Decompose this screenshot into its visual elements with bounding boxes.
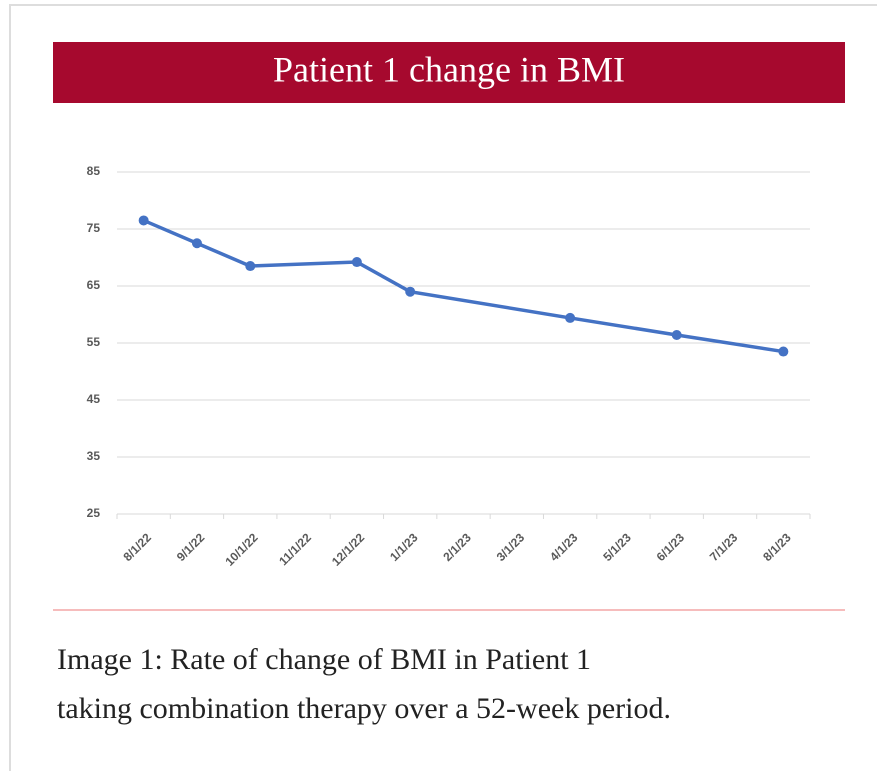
- data-line: [142, 218, 784, 354]
- x-tick-label: 6/1/23: [654, 530, 688, 564]
- x-tick-label: 8/1/22: [121, 530, 155, 564]
- data-point: [351, 257, 362, 268]
- y-tick-label: 85: [87, 164, 101, 178]
- x-tick-label: 9/1/22: [174, 530, 208, 564]
- title-banner: [53, 42, 845, 103]
- data-point: [245, 261, 256, 272]
- x-tick-label: 11/1/22: [276, 530, 314, 568]
- x-tick-label: 12/1/22: [329, 530, 367, 568]
- x-tick-label: 8/1/23: [760, 530, 794, 564]
- caption-line: Image 1: Rate of change of BMI in Patien…: [57, 643, 591, 676]
- frame: [9, 4, 877, 771]
- data-point: [405, 286, 416, 297]
- chart-title: Patient 1 change in BMI: [273, 49, 625, 89]
- data-point: [778, 346, 789, 357]
- x-tick-label: 3/1/23: [494, 530, 528, 564]
- y-tick-label: 25: [87, 506, 101, 520]
- y-tick-label: 55: [87, 335, 101, 349]
- x-tick-label: 4/1/23: [547, 530, 581, 564]
- x-tick-label: 7/1/23: [707, 530, 741, 564]
- x-tick-label: 5/1/23: [600, 530, 634, 564]
- data-point: [565, 312, 576, 323]
- x-tick-label: 2/1/23: [440, 530, 474, 564]
- y-tick-label: 65: [87, 278, 101, 292]
- y-tick-label: 75: [87, 221, 101, 235]
- y-tick-label: 45: [87, 392, 101, 406]
- x-tick-label: 10/1/22: [222, 530, 260, 568]
- data-point: [671, 330, 682, 341]
- data-point: [191, 238, 202, 249]
- data-point: [138, 215, 149, 226]
- x-tick-label: 1/1/23: [387, 530, 421, 564]
- y-tick-label: 35: [87, 449, 101, 463]
- caption-line: taking combination therapy over a 52-wee…: [57, 692, 671, 725]
